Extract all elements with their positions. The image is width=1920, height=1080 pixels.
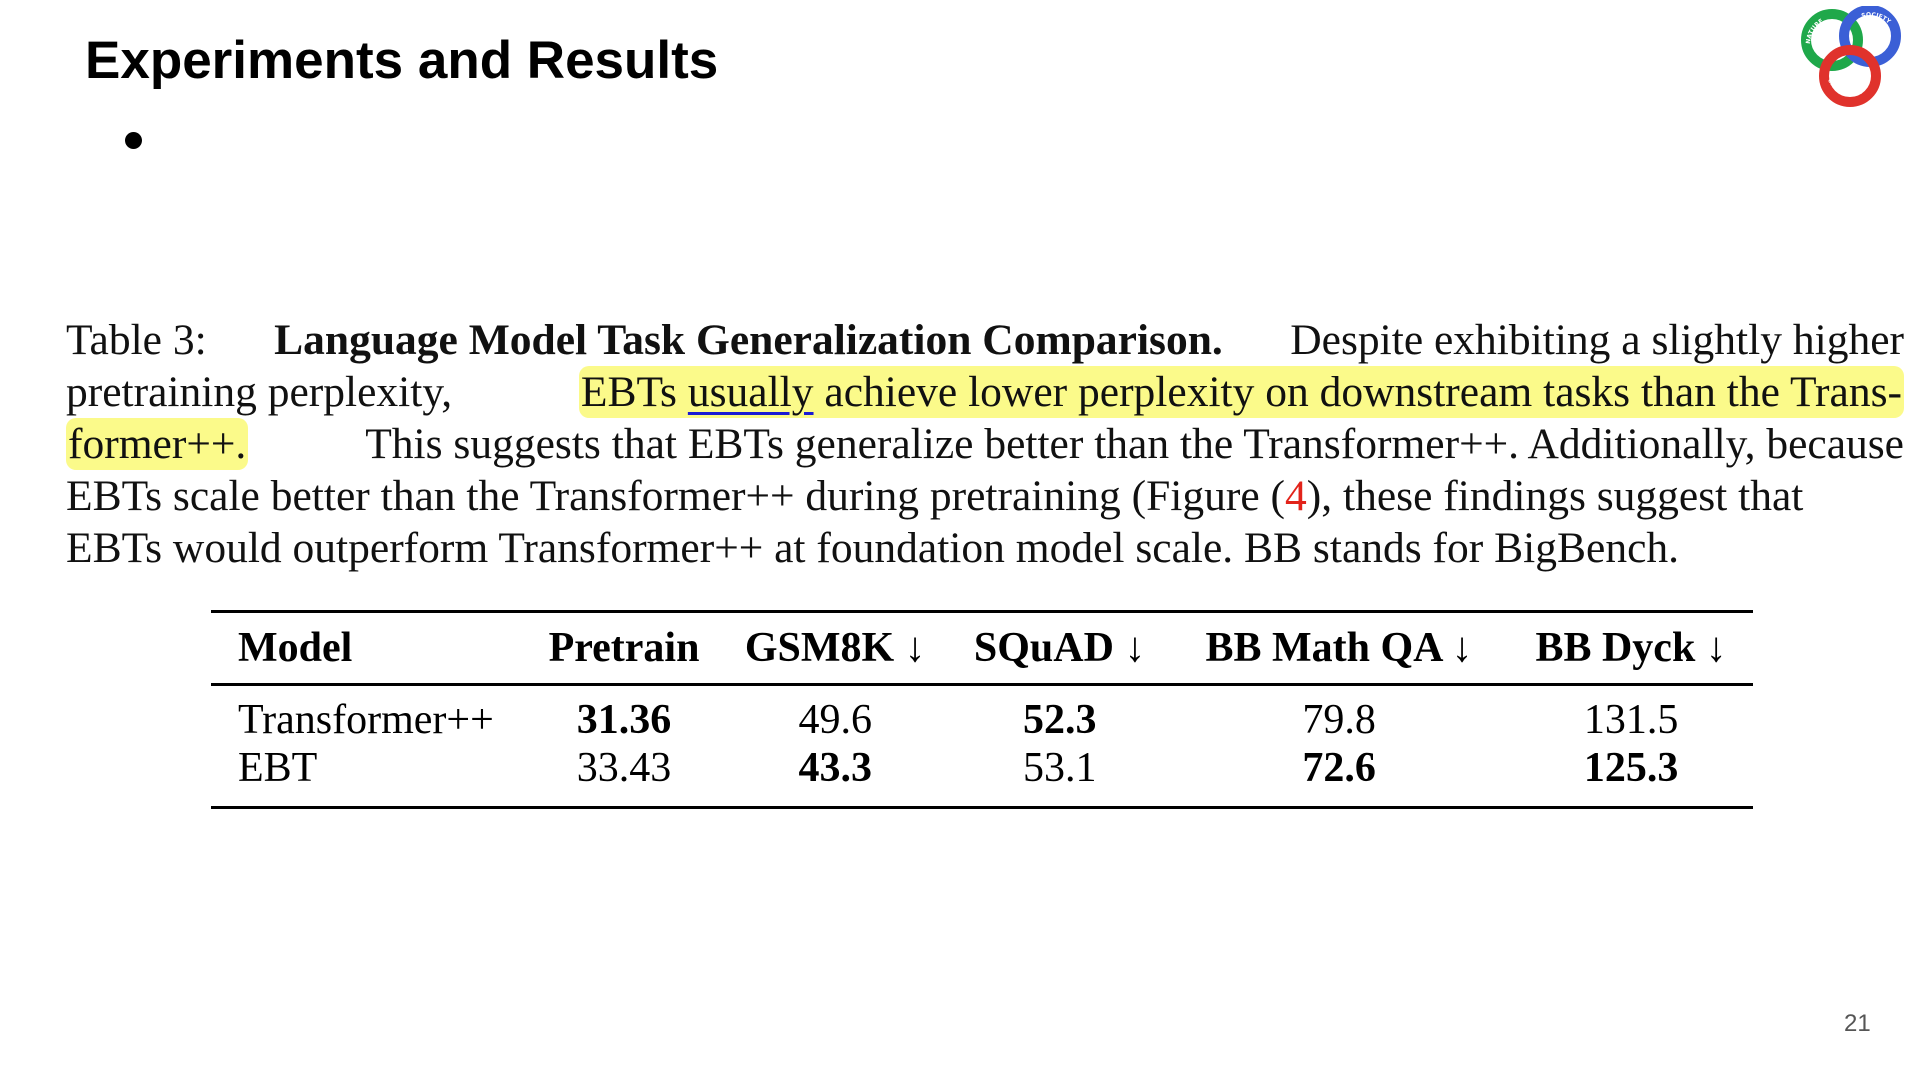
header-squad: SQuAD ↓ [973, 625, 1146, 671]
caption-line3-rest: This suggests that EBTs generalize bette… [365, 420, 1904, 468]
caption-line-5: EBTs would outperform Transformer++ at f… [66, 524, 1680, 572]
header-gsm8k: GSM8K ↓ [744, 625, 926, 671]
slide-title: Experiments and Results [85, 31, 719, 90]
caption-line4-a: EBTs scale better than the Transformer++… [66, 472, 1260, 520]
header-model: Model [238, 625, 353, 671]
caption-line2-text: pretraining perplexity, [66, 368, 453, 416]
page-number: 21 [1844, 1010, 1871, 1037]
table-caption: Table 3: Language Model Task Generalizat… [66, 314, 1920, 574]
cell-pretrain: 33.43 [576, 745, 672, 791]
cell-squad: 53.1 [1022, 745, 1097, 791]
nature-society-computation-logo: NATURE SOCIETY COMPUTATION [1801, 6, 1901, 107]
caption-bold-title: Language Model Task Generalization Compa… [274, 316, 1223, 364]
header-bb-dyck: BB Dyck ↓ [1535, 625, 1727, 671]
figure-reference-link[interactable]: 4 [1285, 472, 1307, 520]
caption-line4-b: ), these findings suggest that [1306, 472, 1804, 520]
caption-hl-rest: achieve lower perplexity on downstream t… [824, 368, 1902, 416]
cell-squad: 52.3 [1022, 697, 1097, 743]
caption-line4-text: EBTs scale better than the Transformer++… [66, 472, 1804, 520]
caption-highlight-1: EBTs usually achieve lower perplexity on… [578, 366, 1904, 418]
cell-model: Transformer++ [238, 697, 494, 743]
caption-line-3: former++. This suggests that EBTs genera… [66, 418, 1904, 470]
cell-pretrain: 31.36 [576, 697, 672, 743]
table-row: EBT 33.43 43.3 53.1 72.6 125.3 [211, 744, 1753, 808]
header-pretrain: Pretrain [548, 625, 700, 671]
header-bb-math-qa: BB Math QA ↓ [1205, 625, 1473, 671]
cell-gsm8k: 43.3 [798, 745, 873, 791]
logo-green-ring [1801, 9, 1863, 71]
caption-table-label: Table 3: [66, 316, 207, 364]
cell-gsm8k: 49.6 [798, 697, 873, 743]
table-header-row: Model Pretrain GSM8K ↓ SQuAD ↓ BB Math Q… [211, 611, 1753, 685]
cell-bb-dyck: 125.3 [1583, 745, 1679, 791]
caption-highlight-2: former++. [66, 418, 249, 470]
cell-bb-math-qa: 72.6 [1302, 745, 1376, 791]
table-row: Transformer++ 31.36 49.6 52.3 79.8 131.5 [211, 685, 1753, 745]
empty-bullet-point [125, 132, 142, 149]
caption-line-1: Table 3: Language Model Task Generalizat… [66, 314, 1904, 366]
cell-bb-dyck: 131.5 [1583, 697, 1679, 743]
caption-line-2: pretraining perplexity, EBTs usually ach… [66, 366, 1904, 418]
caption-line1-rest: Despite exhibiting a slightly higher [1290, 316, 1904, 364]
caption-line-4: EBTs scale better than the Transformer++… [66, 470, 1904, 522]
cell-model: EBT [238, 745, 318, 791]
cell-bb-math-qa: 79.8 [1302, 697, 1376, 743]
results-table: Model Pretrain GSM8K ↓ SQuAD ↓ BB Math Q… [211, 610, 1753, 809]
caption-hl-ebts: EBTs [580, 368, 677, 416]
logo-red-ring [1819, 45, 1881, 107]
caption-underlined-word: usually [687, 368, 814, 416]
